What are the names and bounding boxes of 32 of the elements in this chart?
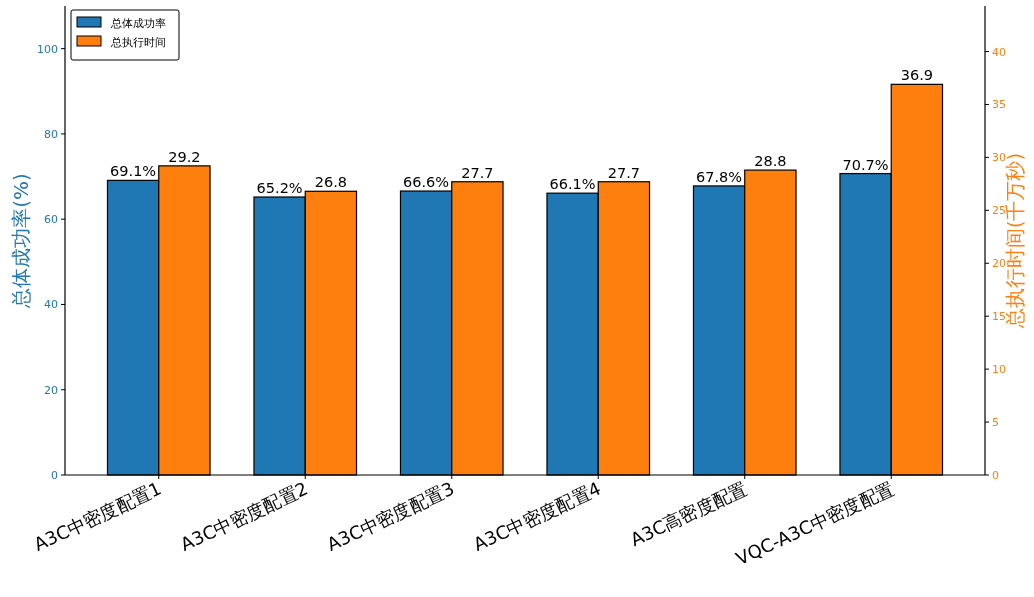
y2-tick-label: 25	[992, 204, 1006, 218]
y2-tick-label: 20	[992, 257, 1006, 271]
data-label: 66.1%	[549, 176, 596, 193]
data-label: 69.1%	[110, 163, 157, 180]
data-label: 27.7	[461, 164, 494, 181]
data-label: 66.6%	[403, 174, 450, 191]
y2-tick-label: 35	[992, 98, 1006, 112]
data-label: 27.7	[607, 164, 641, 181]
y2-tick-label: 40	[992, 45, 1006, 59]
y-tick-label: 100	[37, 42, 58, 56]
data-label: 65.2%	[256, 180, 303, 197]
y-tick-label: 0	[51, 469, 58, 482]
y-axis-title: 总体成功率(%)	[9, 173, 33, 309]
y2-tick-label: 10	[992, 363, 1006, 377]
y-tick-label: 80	[44, 127, 58, 141]
y-tick-label: 40	[44, 298, 58, 312]
data-label: 26.8	[314, 174, 348, 191]
data-label: 29.2	[168, 148, 201, 165]
legend-label: 总执行时间	[110, 36, 166, 49]
data-label: 67.8%	[696, 168, 743, 185]
x-tick-label: A3C中密度配置3	[323, 477, 458, 555]
data-label: 28.8	[754, 153, 787, 170]
data-label: 70.7%	[842, 156, 889, 173]
data-label: 36.9	[900, 67, 934, 84]
y-tick-label: 20	[44, 383, 58, 397]
y2-tick-label: 0	[992, 469, 999, 482]
x-tick-label: A3C中密度配置4	[470, 477, 604, 555]
y-tick-label: 60	[44, 213, 58, 227]
legend-label: 总体成功率	[110, 17, 166, 30]
y2-tick-label: 15	[992, 310, 1006, 324]
y2-tick-label: 5	[992, 416, 999, 430]
x-tick-label: A3C中密度配置2	[177, 477, 311, 555]
